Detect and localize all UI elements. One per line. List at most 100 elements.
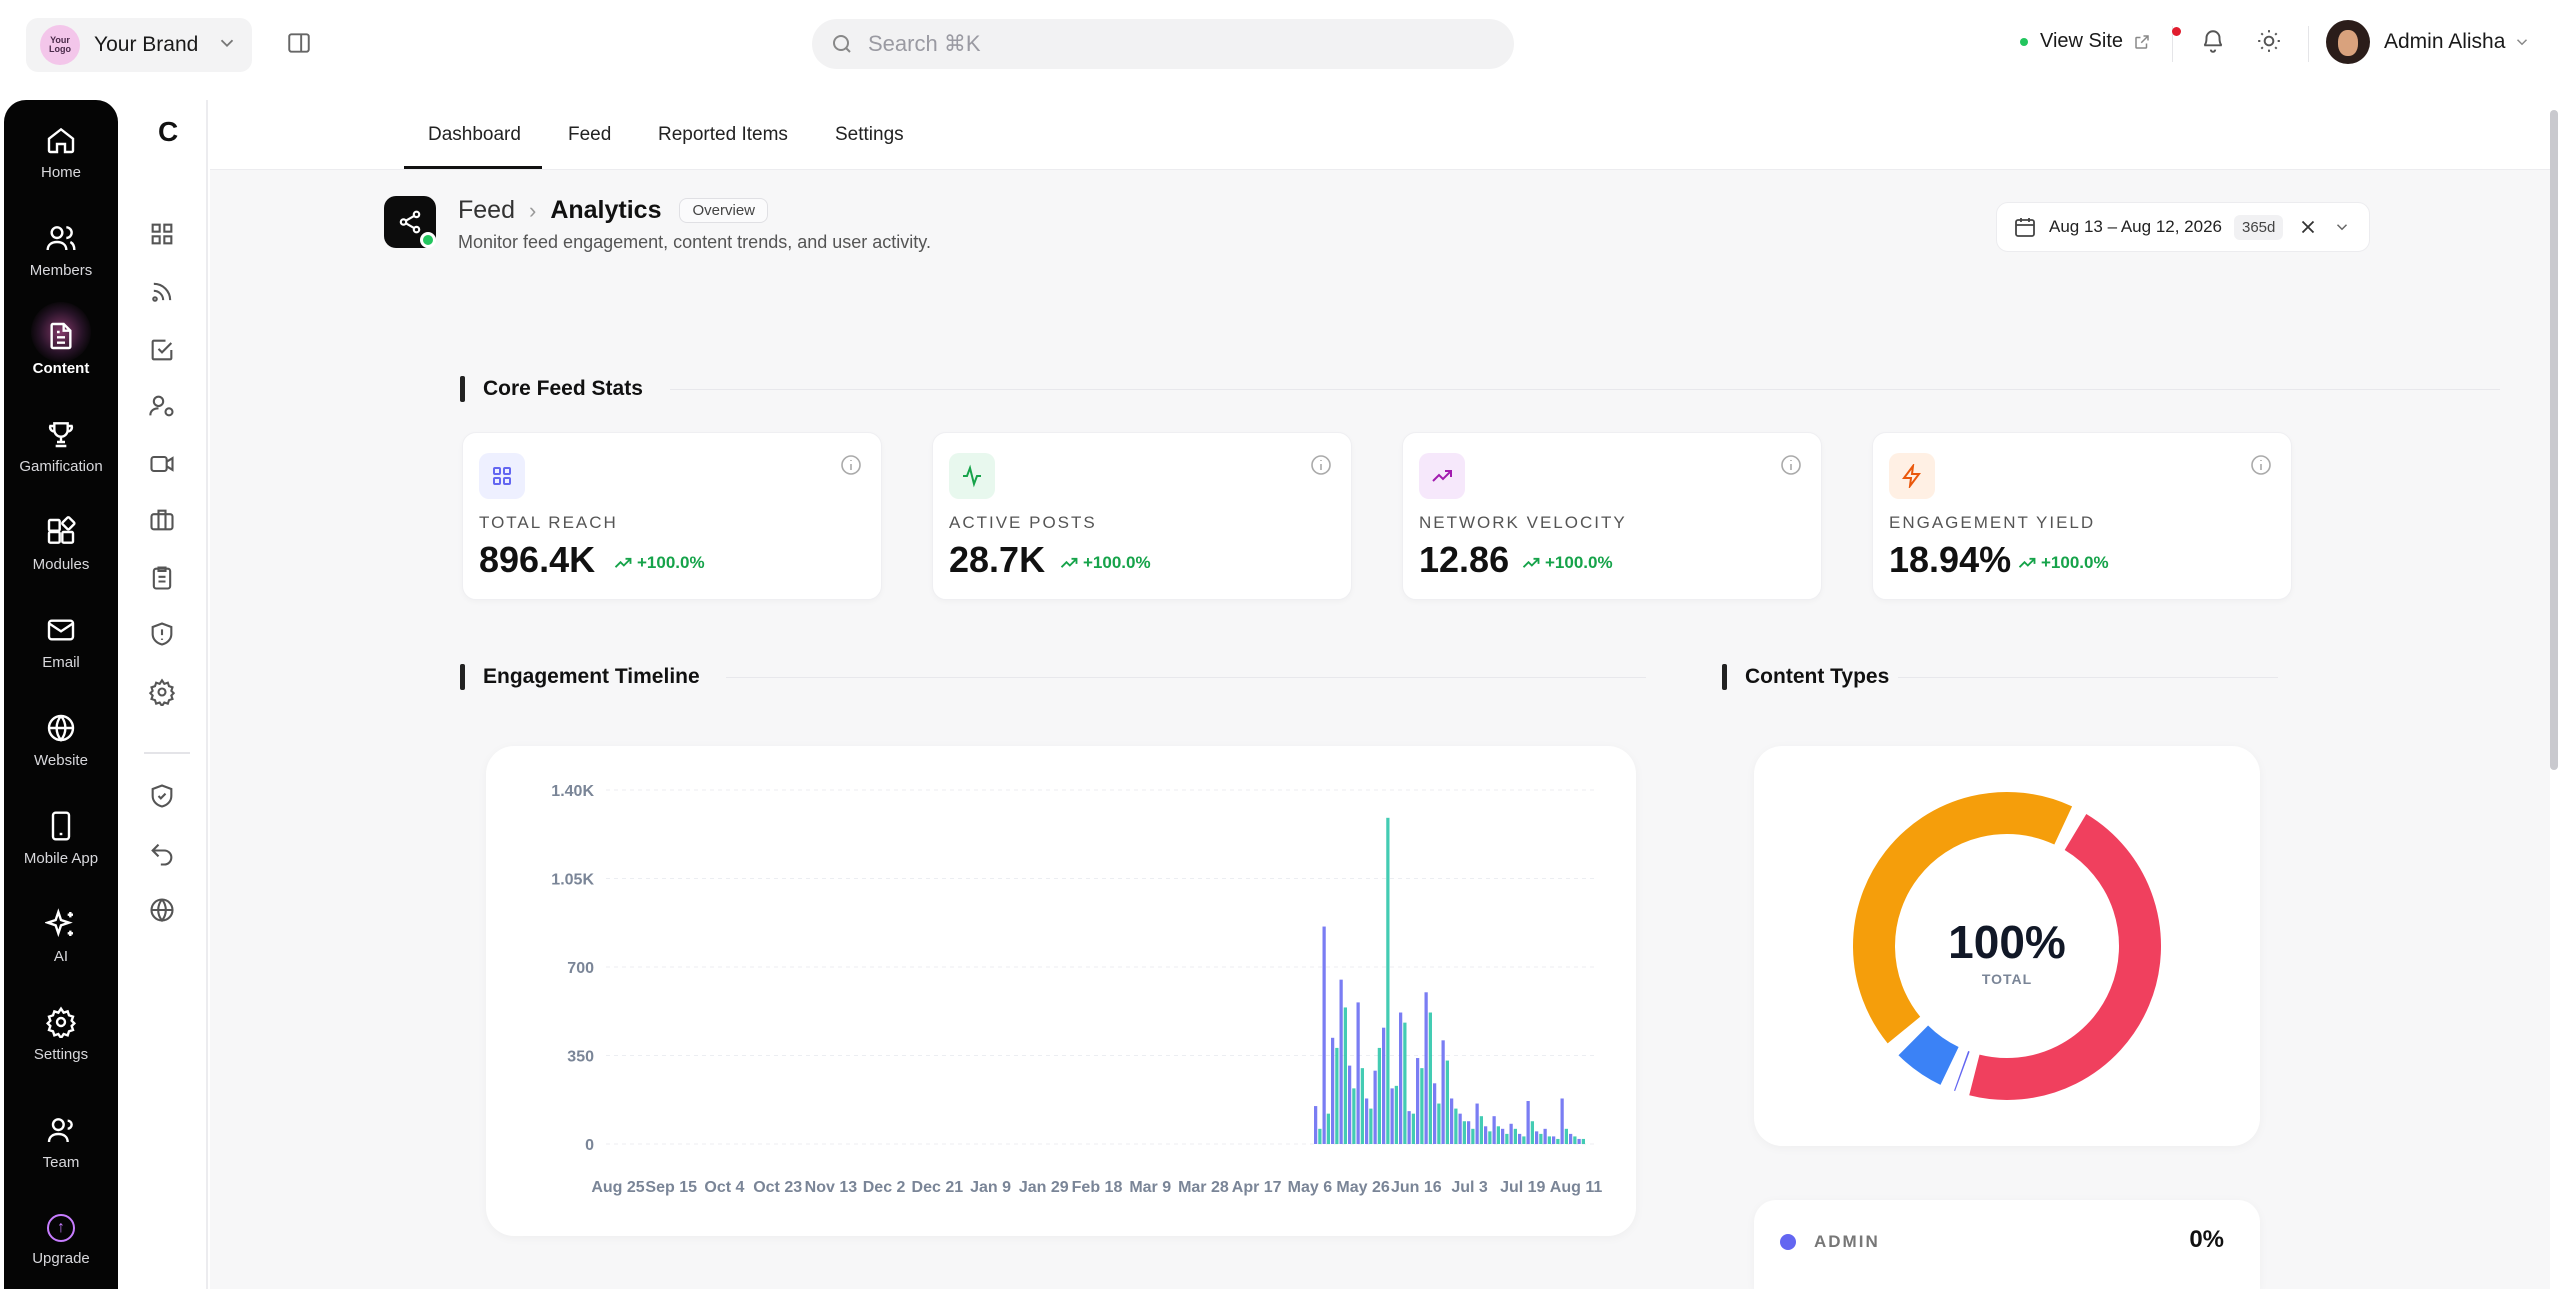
chart-bar[interactable]	[1530, 1121, 1534, 1144]
brand-switcher[interactable]: Your Logo Your Brand	[26, 18, 252, 72]
tab-settings[interactable]: Settings	[835, 124, 904, 145]
rail-item-members[interactable]: Members	[4, 222, 118, 279]
chart-bar[interactable]	[1496, 1126, 1500, 1144]
chart-bar[interactable]	[1424, 992, 1428, 1144]
chart-bar[interactable]	[1343, 1007, 1347, 1144]
info-icon[interactable]	[1309, 453, 1333, 482]
rail-item-team[interactable]: Team	[4, 1114, 118, 1171]
chart-bar[interactable]	[1539, 1133, 1543, 1144]
chart-bar[interactable]	[1573, 1136, 1577, 1144]
tab-feed[interactable]: Feed	[568, 124, 612, 145]
chart-bar[interactable]	[1560, 1098, 1564, 1144]
date-range-picker[interactable]: Aug 13 – Aug 12, 2026 365d	[1996, 202, 2370, 252]
chart-bar[interactable]	[1326, 1113, 1330, 1144]
chart-bar[interactable]	[1450, 1098, 1454, 1144]
video-icon[interactable]	[148, 450, 176, 483]
chart-bar[interactable]	[1356, 1002, 1360, 1144]
chart-bar[interactable]	[1462, 1121, 1466, 1144]
rail-item-email[interactable]: Email	[4, 614, 118, 671]
sidebar-toggle-icon[interactable]	[286, 30, 312, 61]
chart-bar[interactable]	[1454, 1108, 1458, 1144]
search-input[interactable]: Search ⌘K	[812, 19, 1514, 69]
checkbox-icon[interactable]	[148, 336, 176, 369]
chart-bar[interactable]	[1339, 979, 1343, 1144]
chart-bar[interactable]	[1564, 1128, 1568, 1144]
donut-slice[interactable]	[1853, 792, 2073, 1044]
chart-bar[interactable]	[1394, 1085, 1398, 1144]
chart-bar[interactable]	[1505, 1133, 1509, 1144]
chart-bar[interactable]	[1369, 1108, 1373, 1144]
chart-bar[interactable]	[1314, 1106, 1318, 1144]
rail-item-website[interactable]: Website	[4, 712, 118, 769]
rail-item-upgrade[interactable]: ↑ Upgrade	[4, 1214, 118, 1267]
bell-icon[interactable]	[2200, 28, 2226, 59]
shield-alert-icon[interactable]	[148, 620, 176, 653]
rail-item-gamification[interactable]: Gamification	[4, 418, 118, 475]
chart-bar[interactable]	[1479, 1116, 1483, 1144]
donut-slice[interactable]	[1969, 814, 2161, 1100]
chart-bar[interactable]	[1382, 1027, 1386, 1144]
clear-icon[interactable]	[2297, 216, 2319, 243]
chart-bar[interactable]	[1535, 1131, 1539, 1144]
rail-item-ai[interactable]: AI	[4, 908, 118, 965]
chart-bar[interactable]	[1526, 1101, 1530, 1144]
chart-bar[interactable]	[1488, 1131, 1492, 1144]
chart-bar[interactable]	[1352, 1088, 1356, 1144]
chart-bar[interactable]	[1467, 1121, 1471, 1144]
chart-bar[interactable]	[1428, 1012, 1432, 1144]
info-icon[interactable]	[839, 453, 863, 482]
chart-bar[interactable]	[1386, 817, 1390, 1144]
chart-bar[interactable]	[1399, 1012, 1403, 1144]
rail-item-settings[interactable]: Settings	[4, 1006, 118, 1063]
gear-icon[interactable]	[148, 678, 176, 711]
chart-bar[interactable]	[1348, 1065, 1352, 1144]
chart-bar[interactable]	[1577, 1138, 1581, 1144]
chart-bar[interactable]	[1420, 1068, 1424, 1144]
chart-bar[interactable]	[1492, 1116, 1496, 1144]
chart-bar[interactable]	[1437, 1103, 1441, 1144]
chart-bar[interactable]	[1445, 1060, 1449, 1144]
info-icon[interactable]	[2249, 453, 2273, 482]
chart-bar[interactable]	[1513, 1128, 1517, 1144]
info-icon[interactable]	[1779, 453, 1803, 482]
rss-icon[interactable]	[148, 278, 176, 311]
chart-bar[interactable]	[1543, 1128, 1547, 1144]
rail-item-content[interactable]: Content	[4, 320, 118, 377]
chart-bar[interactable]	[1581, 1138, 1585, 1144]
chart-bar[interactable]	[1484, 1126, 1488, 1144]
clipboard-icon[interactable]	[148, 564, 176, 597]
undo-icon[interactable]	[148, 840, 176, 873]
chart-bar[interactable]	[1552, 1136, 1556, 1144]
chart-bar[interactable]	[1416, 1058, 1420, 1144]
breadcrumb-parent[interactable]: Feed	[458, 196, 515, 224]
chart-bar[interactable]	[1360, 1068, 1364, 1144]
globe-icon[interactable]	[148, 896, 176, 929]
chart-bar[interactable]	[1569, 1133, 1573, 1144]
user-settings-icon[interactable]	[148, 392, 176, 425]
chart-bar[interactable]	[1522, 1136, 1526, 1144]
chart-bar[interactable]	[1458, 1113, 1462, 1144]
chart-bar[interactable]	[1331, 1037, 1335, 1144]
chart-bar[interactable]	[1407, 1111, 1411, 1144]
chart-bar[interactable]	[1322, 926, 1326, 1144]
chart-bar[interactable]	[1547, 1136, 1551, 1144]
view-site-link[interactable]: View Site	[2020, 30, 2151, 53]
chart-bar[interactable]	[1518, 1133, 1522, 1144]
user-menu[interactable]: Admin Alisha	[2326, 20, 2531, 64]
chart-bar[interactable]	[1318, 1128, 1322, 1144]
rail-item-modules[interactable]: Modules	[4, 516, 118, 573]
theme-toggle-icon[interactable]	[2256, 28, 2282, 59]
shield-check-icon[interactable]	[148, 782, 176, 815]
chart-bar[interactable]	[1365, 1098, 1369, 1144]
chart-bar[interactable]	[1509, 1123, 1513, 1144]
tab-dashboard[interactable]: Dashboard	[428, 124, 521, 145]
chart-bar[interactable]	[1373, 1070, 1377, 1144]
donut-slice[interactable]	[1898, 1025, 1960, 1085]
chart-bar[interactable]	[1471, 1128, 1475, 1144]
rail-item-mobile-app[interactable]: Mobile App	[4, 810, 118, 867]
chart-bar[interactable]	[1433, 1083, 1437, 1144]
tab-reported-items[interactable]: Reported Items	[658, 124, 788, 145]
chart-bar[interactable]	[1475, 1103, 1479, 1144]
page-scrollbar[interactable]	[2550, 110, 2558, 770]
chart-bar[interactable]	[1403, 1022, 1407, 1144]
